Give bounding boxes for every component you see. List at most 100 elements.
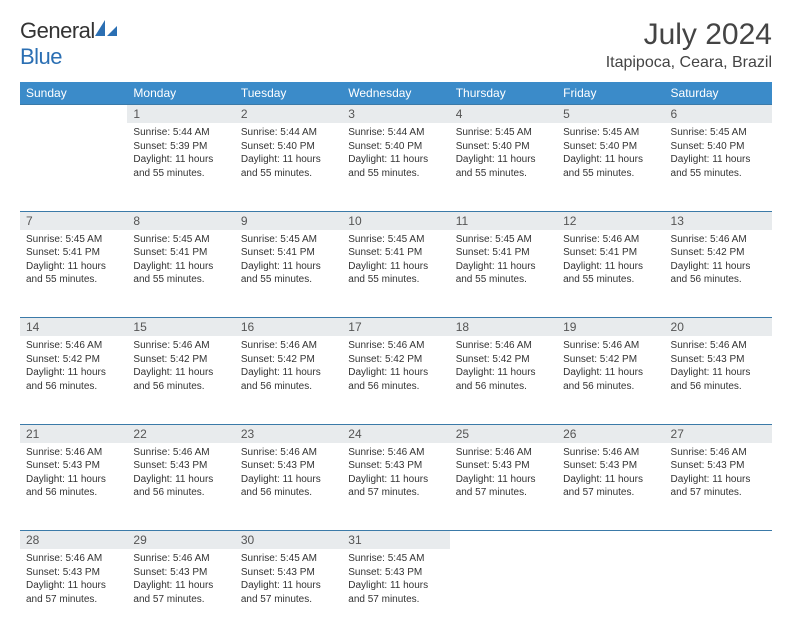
sunrise: Sunrise: 5:46 AM [241,446,336,460]
daylight: Daylight: 11 hours and 57 minutes. [241,579,336,606]
day-content-cell: Sunrise: 5:46 AMSunset: 5:42 PMDaylight:… [20,336,127,424]
day-number-cell: 10 [342,211,449,230]
sunset: Sunset: 5:42 PM [241,353,336,367]
day-number-cell: 14 [20,318,127,337]
sunrise: Sunrise: 5:45 AM [26,233,121,247]
daylight: Daylight: 11 hours and 55 minutes. [456,153,551,180]
day-info: Sunrise: 5:46 AMSunset: 5:42 PMDaylight:… [26,339,121,393]
day-header: Wednesday [342,82,449,105]
sunrise: Sunrise: 5:45 AM [456,233,551,247]
daylight: Daylight: 11 hours and 56 minutes. [241,366,336,393]
daylight: Daylight: 11 hours and 55 minutes. [241,260,336,287]
day-content-cell: Sunrise: 5:45 AMSunset: 5:41 PMDaylight:… [450,230,557,318]
sunset: Sunset: 5:42 PM [671,246,766,260]
month-title: July 2024 [606,18,772,52]
day-content-cell: Sunrise: 5:46 AMSunset: 5:43 PMDaylight:… [127,443,234,531]
day-content-cell: Sunrise: 5:46 AMSunset: 5:43 PMDaylight:… [20,549,127,637]
daynum-row: 78910111213 [20,211,772,230]
day-info: Sunrise: 5:46 AMSunset: 5:42 PMDaylight:… [241,339,336,393]
day-content-cell: Sunrise: 5:46 AMSunset: 5:43 PMDaylight:… [450,443,557,531]
sunset: Sunset: 5:43 PM [348,566,443,580]
day-content-cell: Sunrise: 5:45 AMSunset: 5:43 PMDaylight:… [342,549,449,637]
logo-text-1: General [20,18,95,43]
day-header: Saturday [665,82,772,105]
day-number-cell: 19 [557,318,664,337]
sunset: Sunset: 5:43 PM [563,459,658,473]
daylight: Daylight: 11 hours and 57 minutes. [348,579,443,606]
day-info: Sunrise: 5:46 AMSunset: 5:43 PMDaylight:… [26,446,121,500]
day-content-cell: Sunrise: 5:45 AMSunset: 5:41 PMDaylight:… [127,230,234,318]
sunset: Sunset: 5:42 PM [348,353,443,367]
sunrise: Sunrise: 5:46 AM [133,552,228,566]
sunrise: Sunrise: 5:46 AM [456,446,551,460]
sunrise: Sunrise: 5:45 AM [456,126,551,140]
content-row: Sunrise: 5:44 AMSunset: 5:39 PMDaylight:… [20,123,772,211]
sunrise: Sunrise: 5:45 AM [348,552,443,566]
day-number-cell [450,531,557,550]
sunrise: Sunrise: 5:46 AM [26,552,121,566]
sunrise: Sunrise: 5:44 AM [133,126,228,140]
title-block: July 2024 Itapipoca, Ceara, Brazil [606,18,772,72]
day-number-cell: 7 [20,211,127,230]
day-content-cell: Sunrise: 5:46 AMSunset: 5:42 PMDaylight:… [342,336,449,424]
daylight: Daylight: 11 hours and 56 minutes. [348,366,443,393]
sunset: Sunset: 5:41 PM [456,246,551,260]
sunset: Sunset: 5:43 PM [133,566,228,580]
day-header: Monday [127,82,234,105]
day-info: Sunrise: 5:46 AMSunset: 5:43 PMDaylight:… [563,446,658,500]
day-info: Sunrise: 5:46 AMSunset: 5:43 PMDaylight:… [133,552,228,606]
sunrise: Sunrise: 5:44 AM [241,126,336,140]
sunrise: Sunrise: 5:46 AM [26,446,121,460]
day-info: Sunrise: 5:46 AMSunset: 5:41 PMDaylight:… [563,233,658,287]
daylight: Daylight: 11 hours and 56 minutes. [133,366,228,393]
sunrise: Sunrise: 5:45 AM [348,233,443,247]
daylight: Daylight: 11 hours and 56 minutes. [671,260,766,287]
sunrise: Sunrise: 5:46 AM [348,339,443,353]
day-number-cell: 4 [450,105,557,124]
day-content-cell: Sunrise: 5:46 AMSunset: 5:43 PMDaylight:… [342,443,449,531]
day-number-cell [557,531,664,550]
sunset: Sunset: 5:42 PM [456,353,551,367]
day-number-cell: 17 [342,318,449,337]
sunset: Sunset: 5:39 PM [133,140,228,154]
day-content-cell: Sunrise: 5:46 AMSunset: 5:41 PMDaylight:… [557,230,664,318]
day-number-cell: 8 [127,211,234,230]
daylight: Daylight: 11 hours and 55 minutes. [671,153,766,180]
day-header-row: Sunday Monday Tuesday Wednesday Thursday… [20,82,772,105]
day-info: Sunrise: 5:46 AMSunset: 5:43 PMDaylight:… [241,446,336,500]
day-content-cell: Sunrise: 5:44 AMSunset: 5:40 PMDaylight:… [342,123,449,211]
day-info: Sunrise: 5:45 AMSunset: 5:41 PMDaylight:… [456,233,551,287]
sunset: Sunset: 5:41 PM [563,246,658,260]
daylight: Daylight: 11 hours and 55 minutes. [348,260,443,287]
day-number-cell: 13 [665,211,772,230]
sunset: Sunset: 5:42 PM [563,353,658,367]
day-number-cell: 29 [127,531,234,550]
day-number-cell: 23 [235,424,342,443]
content-row: Sunrise: 5:46 AMSunset: 5:43 PMDaylight:… [20,549,772,637]
daynum-row: 28293031 [20,531,772,550]
day-info: Sunrise: 5:46 AMSunset: 5:42 PMDaylight:… [133,339,228,393]
day-content-cell: Sunrise: 5:45 AMSunset: 5:41 PMDaylight:… [342,230,449,318]
day-number-cell [665,531,772,550]
day-info: Sunrise: 5:46 AMSunset: 5:43 PMDaylight:… [348,446,443,500]
sunset: Sunset: 5:40 PM [348,140,443,154]
day-content-cell: Sunrise: 5:45 AMSunset: 5:43 PMDaylight:… [235,549,342,637]
logo-text-2: Blue [20,44,62,69]
logo: GeneralBlue [20,18,117,70]
page-header: GeneralBlue July 2024 Itapipoca, Ceara, … [20,18,772,72]
day-content-cell: Sunrise: 5:44 AMSunset: 5:39 PMDaylight:… [127,123,234,211]
sunset: Sunset: 5:43 PM [671,353,766,367]
day-content-cell: Sunrise: 5:44 AMSunset: 5:40 PMDaylight:… [235,123,342,211]
sail-icon [95,18,117,44]
sunrise: Sunrise: 5:46 AM [671,446,766,460]
day-content-cell: Sunrise: 5:45 AMSunset: 5:40 PMDaylight:… [665,123,772,211]
calendar-table: Sunday Monday Tuesday Wednesday Thursday… [20,82,772,637]
day-info: Sunrise: 5:45 AMSunset: 5:40 PMDaylight:… [456,126,551,180]
daylight: Daylight: 11 hours and 55 minutes. [26,260,121,287]
day-content-cell: Sunrise: 5:46 AMSunset: 5:43 PMDaylight:… [235,443,342,531]
day-content-cell: Sunrise: 5:46 AMSunset: 5:42 PMDaylight:… [557,336,664,424]
day-number-cell: 31 [342,531,449,550]
day-info: Sunrise: 5:46 AMSunset: 5:42 PMDaylight:… [348,339,443,393]
sunset: Sunset: 5:40 PM [456,140,551,154]
day-info: Sunrise: 5:45 AMSunset: 5:41 PMDaylight:… [133,233,228,287]
